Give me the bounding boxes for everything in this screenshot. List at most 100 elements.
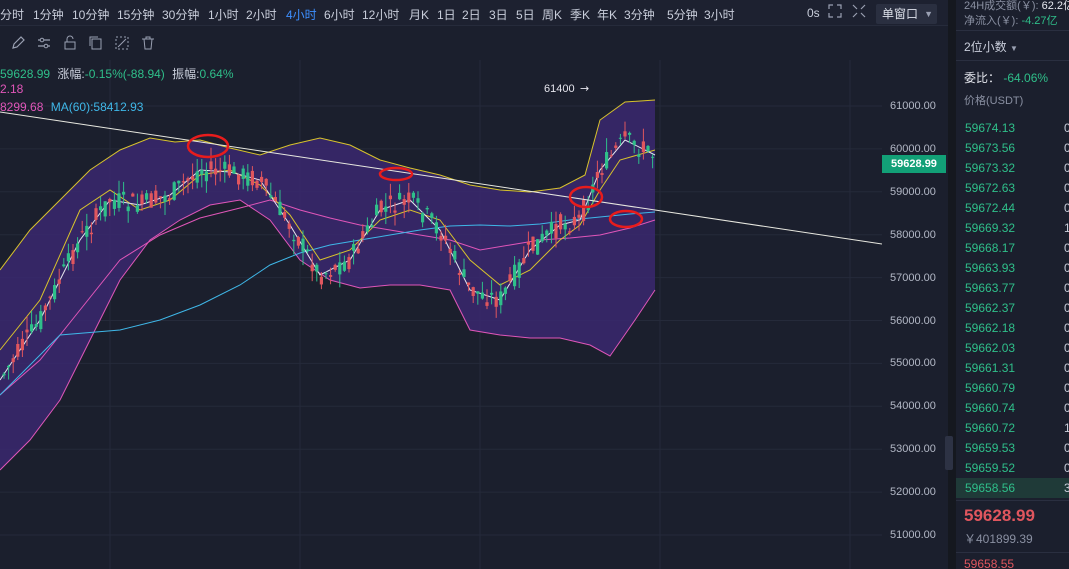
orderbook-price: 59674.13 (965, 121, 1016, 135)
zero-seconds-toggle[interactable]: 0s (807, 6, 820, 20)
orderbook-row[interactable]: 59673.32 0 (956, 158, 1069, 178)
timeframe-tab[interactable]: 5分钟 (667, 8, 698, 22)
pencil-icon[interactable] (10, 35, 26, 51)
timeframe-tab[interactable]: 1小时 (208, 8, 239, 22)
timeframe-tab[interactable]: 12小时 (362, 8, 400, 22)
orderbook-row[interactable]: 59674.13 0 (956, 118, 1069, 138)
orderbook-row[interactable]: 59660.74 0 (956, 398, 1069, 418)
orderbook-qty: 0 (1064, 181, 1069, 195)
orderbook-row[interactable]: 59663.77 0 (956, 278, 1069, 298)
timeframe-tab[interactable]: 年K (597, 8, 618, 22)
orderbook-row[interactable]: 59662.18 0 (956, 318, 1069, 338)
timeframe-tab[interactable]: 3小时 (704, 8, 735, 22)
timeframe-tab[interactable]: 3分钟 (624, 8, 655, 22)
orderbook-price: 59668.17 (965, 241, 1016, 255)
orderbook-row[interactable]: 59659.52 0 (956, 458, 1069, 478)
orderbook-row[interactable]: 59669.32 1 (956, 218, 1069, 238)
side-separator (956, 30, 1069, 31)
timeframe-tab[interactable]: 30分钟 (162, 8, 200, 22)
trash-icon[interactable] (140, 35, 156, 51)
settings-sliders-icon[interactable] (36, 35, 52, 51)
timeframe-tab[interactable]: 2日 (462, 8, 481, 22)
highlight-ellipse-1 (186, 133, 230, 159)
orderbook-price: 59663.77 (965, 281, 1016, 295)
price-axis[interactable]: 61000.00 60000.00 59000.00 58000.00 57000.00… (882, 60, 948, 569)
timeframe-tab[interactable]: 1日 (437, 8, 456, 22)
legend-change-value: -0.15%(-88.94) (84, 67, 165, 81)
side-separator-2 (956, 60, 1069, 61)
timeframe-tab[interactable]: 1分钟 (33, 8, 64, 22)
decimal-select-label: 2位小数 (964, 40, 1007, 54)
timeframe-tab[interactable]: 分时 (0, 8, 25, 22)
bollinger-band-fill (0, 100, 655, 470)
orderbook-row[interactable]: 59662.37 0 (956, 298, 1069, 318)
orderbook-price: 59661.31 (965, 361, 1016, 375)
window-mode-select[interactable]: 单窗口 ▼ (876, 4, 937, 24)
orderbook-row[interactable]: 59661.31 0 (956, 358, 1069, 378)
timeframe-tab[interactable]: 周K (542, 8, 563, 22)
orderbook-row[interactable]: 59659.53 0 (956, 438, 1069, 458)
orderbook-qty: 0 (1064, 441, 1069, 455)
orderbook-row[interactable]: 59658.56 3 (956, 478, 1069, 498)
ma-legend-2: 2.18 (0, 82, 24, 96)
ratio-value: -64.06% (1003, 71, 1049, 85)
orderbook-price: 59660.79 (965, 381, 1016, 395)
panel-divider[interactable] (948, 0, 956, 569)
orderbook-qty: 0 (1064, 341, 1069, 355)
net-inflow-label: 净流入(￥): (964, 15, 1019, 27)
price-tick-label: 61000.00 (890, 100, 936, 112)
orderbook-qty: 1 (1064, 221, 1069, 235)
fullscreen-icon[interactable] (850, 4, 868, 22)
volume-24h: 24H成交额(￥): 62.2亿 (964, 0, 1069, 13)
timeframe-tab[interactable]: 5日 (516, 8, 535, 22)
timeframe-tab[interactable]: 15分钟 (117, 8, 155, 22)
timeframe-tab[interactable]: 3日 (489, 8, 508, 22)
orderbook-qty: 0 (1064, 401, 1069, 415)
orderbook-price: 59672.44 (965, 201, 1016, 215)
orderbook-row[interactable]: 59672.44 0 (956, 198, 1069, 218)
orderbook-row[interactable]: 59660.79 0 (956, 378, 1069, 398)
orderbook-row[interactable]: 59662.03 0 (956, 338, 1069, 358)
price-tick-label: 55000.00 (890, 357, 936, 370)
orderbook-price: 59663.93 (965, 261, 1016, 275)
timeframe-tab[interactable]: 季K (570, 8, 591, 22)
orderbook-row[interactable]: 59673.56 0 (956, 138, 1069, 158)
orderbook-row[interactable]: 59663.93 0 (956, 258, 1069, 278)
orderbook-row[interactable]: 59668.17 0 (956, 238, 1069, 258)
resize-handle[interactable] (945, 436, 953, 470)
decimal-select[interactable]: 2位小数 ▼ (964, 38, 1018, 55)
ma-legend-value: 8299.68 (0, 100, 44, 114)
orderbook-row[interactable]: 59672.63 0 (956, 178, 1069, 198)
orderbook-qty: 0 (1064, 201, 1069, 215)
timeframe-tab[interactable]: 2小时 (246, 8, 277, 22)
orderbook-price: 59673.32 (965, 161, 1016, 175)
candlestick-chart[interactable]: 61400 → (0, 60, 882, 569)
orderbook-qty: 0 (1064, 381, 1069, 395)
timeframe-tab[interactable]: 4小时 (286, 8, 317, 22)
orderbook-price: 59659.52 (965, 461, 1016, 475)
timeframe-tab[interactable]: 6小时 (324, 8, 355, 22)
orderbook-qty: 0 (1064, 121, 1069, 135)
orderbook-qty: 0 (1064, 241, 1069, 255)
bollinger-upper-band (0, 99, 656, 271)
lock-icon[interactable] (62, 35, 78, 51)
orderbook-price: 59662.03 (965, 341, 1016, 355)
orderbook-price: 59660.72 (965, 421, 1016, 435)
current-price-badge: 59628.99 (882, 155, 946, 173)
orderbook-price: 59673.56 (965, 141, 1016, 155)
commission-ratio: 委比： -64.06% (964, 69, 1048, 86)
orderbook-row[interactable]: 59660.72 1 (956, 418, 1069, 438)
last-price-cny: ￥401899.39 (964, 532, 1033, 546)
copy-icon[interactable] (88, 35, 104, 51)
timeframe-tab[interactable]: 10分钟 (72, 8, 110, 22)
hide-drawings-icon[interactable] (114, 35, 130, 51)
price-tick-label: 57000.00 (890, 271, 936, 284)
price-tick-label: 59000.00 (890, 185, 936, 198)
peak-arrow: → (580, 82, 589, 95)
orderbook-price: 59669.32 (965, 221, 1016, 235)
price-tick-label: 58000.00 (890, 228, 936, 241)
expand-icon[interactable] (826, 4, 844, 22)
price-tick-label: 56000.00 (890, 314, 936, 327)
timeframe-tab[interactable]: 月K (409, 8, 430, 22)
price-tick-label: 53000.00 (890, 443, 936, 456)
